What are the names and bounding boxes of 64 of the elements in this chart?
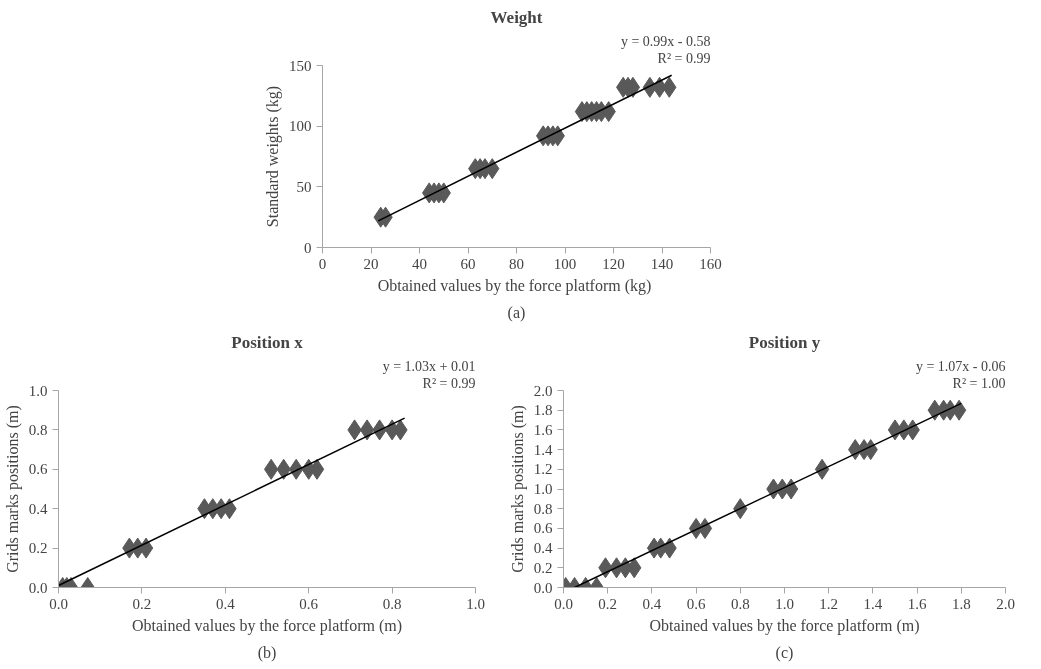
x-tick-label: 1.4 xyxy=(863,595,883,612)
x-axis-title: Obtained values by the force platform (m) xyxy=(131,616,403,635)
x-tick-label: 1.0 xyxy=(466,595,485,612)
annotation: R² = 0.99 xyxy=(422,375,476,391)
y-tick-label: 0.2 xyxy=(533,559,553,576)
x-tick-label: 80 xyxy=(509,255,524,272)
x-tick-label: 140 xyxy=(650,255,674,272)
x-tick-label: 0.2 xyxy=(132,595,152,612)
text: y = 0.99x - 0.58 xyxy=(620,33,711,49)
text: R² = 0.99 xyxy=(657,50,711,66)
y-tick-label: 0.4 xyxy=(533,540,553,557)
y-tick-label: 1.6 xyxy=(533,421,553,438)
y-tick-label: 1.4 xyxy=(533,441,553,458)
x-tick-label: 0.0 xyxy=(49,595,68,612)
text: R² = 1.00 xyxy=(952,375,1006,391)
x-tick-label: 2.0 xyxy=(996,595,1015,612)
y-tick-label: 0.6 xyxy=(533,520,553,537)
text: y = 1.03x + 0.01 xyxy=(382,358,476,374)
x-tick-label: 0.0 xyxy=(554,595,573,612)
x-tick-label: 160 xyxy=(699,255,722,272)
y-tick-label: 0.8 xyxy=(28,421,48,438)
x-tick-label: 0 xyxy=(318,255,327,272)
y-tick-label: 1.0 xyxy=(28,382,48,399)
y-axis-title: Grids marks positions (m) xyxy=(508,405,527,573)
y-tick-label: 2.0 xyxy=(533,382,553,399)
y-tick-label: 0.0 xyxy=(28,579,48,596)
text: (a) xyxy=(507,303,526,322)
chart-title: Weight xyxy=(490,7,543,27)
y-tick-label: 100 xyxy=(289,118,312,135)
y-axis-title: Standard weights (kg) xyxy=(264,85,282,228)
chart-title: Position y xyxy=(748,332,821,352)
x-axis-title: Obtained values by the force platform (m) xyxy=(649,616,920,635)
y-tick-label: 1.2 xyxy=(533,461,553,478)
x-tick-label: 0.8 xyxy=(730,595,750,612)
x-tick-label: 60 xyxy=(460,255,476,272)
x-tick-label: 0.6 xyxy=(686,595,706,612)
x-tick-label: 40 xyxy=(412,255,427,272)
text: (b) xyxy=(257,643,277,662)
chart-title: Position x xyxy=(231,332,304,352)
y-tick-label: 150 xyxy=(289,57,312,74)
x-tick-label: 120 xyxy=(602,255,625,272)
x-tick-label: 0.4 xyxy=(642,595,662,612)
y-tick-label: 0.0 xyxy=(533,579,553,596)
y-tick-label: 0 xyxy=(304,239,312,256)
text: (c) xyxy=(775,643,794,662)
y-tick-label: 0.2 xyxy=(28,540,48,557)
x-tick-label: 1.0 xyxy=(775,595,794,612)
x-tick-label: 100 xyxy=(553,255,577,272)
y-tick-label: 50 xyxy=(296,178,312,195)
x-tick-label: 1.8 xyxy=(951,595,971,612)
y-tick-label: 1.0 xyxy=(533,481,553,497)
x-tick-label: 0.4 xyxy=(215,595,236,612)
y-axis-title: Grids marks positions (m) xyxy=(3,405,22,573)
y-tick-label: 0.4 xyxy=(28,500,48,517)
x-tick-label: 0.8 xyxy=(382,595,402,612)
y-tick-label: 0.6 xyxy=(28,461,48,478)
x-tick-label: 1.6 xyxy=(907,595,927,612)
x-tick-label: 0.2 xyxy=(598,595,618,612)
x-tick-label: 1.2 xyxy=(819,595,839,612)
text: y = 1.07x - 0.06 xyxy=(915,358,1006,374)
x-axis-title: Obtained values by the force platform (kg) xyxy=(377,276,652,295)
x-tick-label: 20 xyxy=(363,255,379,272)
y-tick-label: 1.8 xyxy=(533,402,553,419)
y-tick-label: 0.8 xyxy=(533,500,553,517)
